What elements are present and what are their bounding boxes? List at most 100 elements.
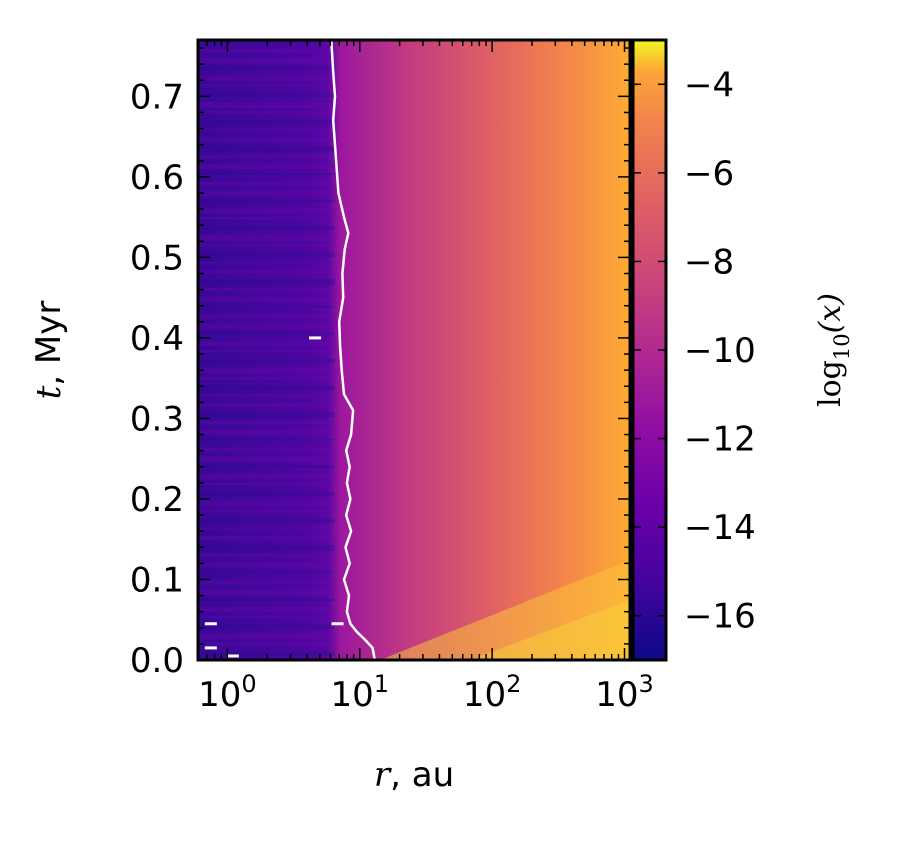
heatmap-stripe <box>198 571 335 574</box>
heatmap-stripe <box>198 305 335 308</box>
colorbar-tick-label: −14 <box>684 508 756 548</box>
heatmap-stripe <box>198 314 335 319</box>
heatmap-stripe <box>198 84 335 87</box>
heatmap-stripe <box>198 243 335 247</box>
heatmap-stripe <box>198 376 335 380</box>
heatmap-stripe <box>198 350 335 352</box>
heatmap-stripe <box>198 261 335 264</box>
y-tick-label: 0.1 <box>130 560 184 600</box>
heatmap-stripe <box>198 288 335 291</box>
heatmap-stripe <box>198 57 335 64</box>
x-axis-ticks: 100 101 102 103 <box>197 40 654 715</box>
y-tick-label: 0.5 <box>130 238 184 278</box>
heatmap-stripes <box>198 40 335 657</box>
heatmap-stripe <box>198 358 335 363</box>
x-tick-label: 103 <box>595 670 654 715</box>
heatmap-stripe <box>198 137 335 142</box>
heatmap-stripe <box>198 544 335 551</box>
heatmap-stripe <box>198 491 335 496</box>
y-tick-label: 0.0 <box>130 641 184 681</box>
heatmap-stripe <box>198 323 335 330</box>
heatmap-stripe <box>198 438 335 441</box>
heatmap-stripe <box>198 172 335 175</box>
y-tick-label: 0.7 <box>130 77 184 117</box>
heatmap-stripe <box>198 110 335 114</box>
heatmap-stripe <box>198 102 335 108</box>
heatmap-stripe <box>198 553 335 557</box>
heatmap-stripe <box>198 456 335 463</box>
y-tick-label: 0.2 <box>130 480 184 520</box>
y-tick-label: 0.3 <box>130 399 184 439</box>
heatmap-stripe <box>198 642 335 646</box>
heatmap-stripe <box>198 624 335 629</box>
heatmap-stripe <box>198 509 335 513</box>
heatmap-stripe <box>198 589 335 596</box>
heatmap-stripe <box>198 412 335 418</box>
heatmap-bottom-glow-core <box>470 600 630 660</box>
colorbar-label: log10(x) <box>813 293 854 407</box>
colorbar-tick-label: −6 <box>684 154 734 194</box>
x-axis-label: r, au <box>374 755 454 795</box>
heatmap-stripe <box>198 217 335 220</box>
y-tick-label: 0.4 <box>130 319 184 359</box>
heatmap-stripe <box>198 518 335 524</box>
colorbar-tick-label: −16 <box>684 597 756 637</box>
heatmap-stripe <box>198 146 335 153</box>
heatmap-stripe <box>198 226 335 230</box>
heatmap-stripe <box>198 598 335 601</box>
heatmap-stripe <box>198 474 335 479</box>
heatmap-stripe <box>198 527 335 530</box>
heatmap-stripe <box>198 367 335 374</box>
y-axis-label: t, Myr <box>29 301 69 400</box>
heatmap-stripe <box>198 385 335 391</box>
heatmap-stripe <box>198 580 335 585</box>
heatmap-stripe <box>198 429 335 435</box>
y-tick-label: 0.6 <box>130 158 184 198</box>
heatmap <box>198 40 630 660</box>
heatmap-stripe <box>198 536 335 540</box>
x-tick-label: 102 <box>463 670 522 715</box>
heatmap-stripe <box>198 633 335 640</box>
contour-line <box>330 40 377 660</box>
heatmap-stripe <box>198 199 335 203</box>
heatmap-stripe <box>198 606 335 612</box>
heatmap-stripe <box>198 341 335 347</box>
heatmap-inner-noise <box>198 40 630 660</box>
heatmap-stripe <box>198 279 335 286</box>
heatmap-stripe <box>198 66 335 70</box>
heatmap-stripe <box>198 403 335 408</box>
heatmap-stripe <box>198 208 335 214</box>
contour-islands <box>204 336 344 658</box>
heatmap-stripe <box>198 394 335 397</box>
colorbar-tick-label: −10 <box>684 331 756 371</box>
heatmap-stripe <box>198 615 335 618</box>
colorbar-ticks: −4 −6 −8 −10 −12 −14 −16 <box>633 65 756 637</box>
colorbar-tick-label: −8 <box>684 242 734 282</box>
heatmap-stripe <box>198 48 335 53</box>
heatmap-stripe <box>198 296 335 302</box>
heatmap-stripe <box>198 562 335 568</box>
heatmap-stripe <box>198 164 335 169</box>
heatmap-stripe <box>198 75 335 81</box>
heatmap-stripe <box>198 651 335 657</box>
colorbar-tick-label: −4 <box>684 65 734 105</box>
plot-frame <box>196 38 632 662</box>
heatmap-stripe <box>198 181 335 186</box>
heatmap-stripe <box>198 252 335 258</box>
colorbar-tick-label: −12 <box>684 420 756 460</box>
heatmap-stripe <box>198 500 335 507</box>
x-tick-label: 100 <box>198 670 257 715</box>
y-axis-ticks: 0.0 0.1 0.2 0.3 0.4 0.5 0.6 0.7 <box>130 47 630 681</box>
heatmap-stripe <box>198 332 335 336</box>
heatmap-stripe <box>198 420 335 424</box>
heatmap-stripe <box>198 465 335 469</box>
heatmap-stripe <box>198 119 335 125</box>
x-tick-label: 101 <box>330 670 389 715</box>
heatmap-stripe <box>198 234 335 241</box>
heatmap-stripe <box>198 190 335 197</box>
heatmap-stripe <box>198 128 335 131</box>
heatmap-stripe <box>198 93 335 98</box>
heatmap-stripe <box>198 447 335 452</box>
heatmap-stripe <box>198 155 335 159</box>
